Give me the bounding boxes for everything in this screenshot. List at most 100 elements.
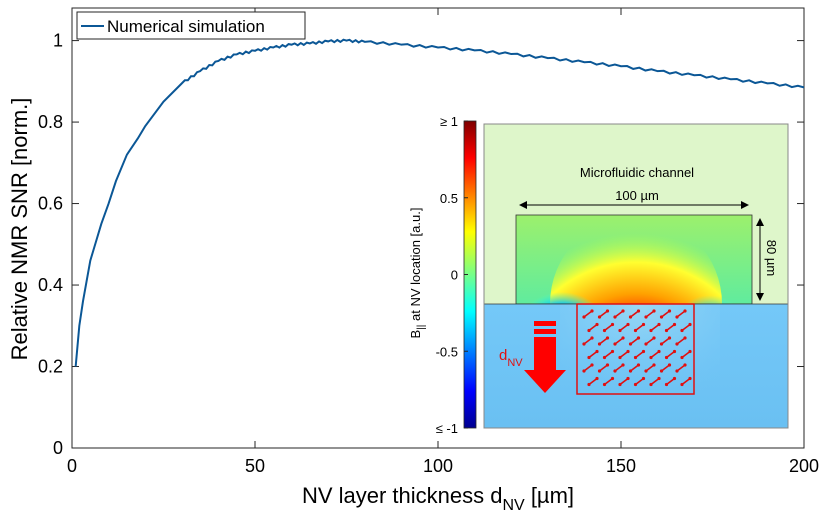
nv-center [599,364,608,372]
y-tick-label: 1 [53,31,63,51]
nv-atom [672,322,677,327]
nv-atom [610,322,615,327]
nv-atom [633,382,638,387]
nv-atom [680,328,684,333]
nv-atom [590,363,594,367]
nv-atom [602,382,607,387]
y-axis-label: Relative NMR SNR [norm.] [7,98,32,361]
nv-atom [587,328,591,333]
x-axis-label: NV layer thickness dNV [µm] [302,483,574,514]
nv-atom [605,336,610,340]
nv-center [599,337,608,345]
nv-center [661,364,670,372]
nv-atom [688,376,692,381]
nv-thickness-label: dNV [499,347,523,369]
nv-atom [675,369,679,373]
nv-atom [613,315,617,319]
nv-atom [675,342,679,346]
nv-atom [664,328,669,333]
nv-atom [657,322,661,327]
nv-center [583,337,593,345]
y-tick-label: 0.2 [38,357,63,377]
nv-atom [667,363,672,367]
nv-atom [644,369,648,373]
nv-center [676,310,686,318]
nv-center [666,323,675,332]
nv-atom [641,322,646,327]
nv-atom [683,363,687,367]
nv-center [650,350,660,359]
nv-atom [667,309,672,313]
nv-atom [636,336,641,340]
simulation-panel [483,123,789,429]
legend-label: Numerical simulation [107,17,265,36]
nv-atom [605,363,610,367]
nv-center [681,323,691,332]
nv-atom [672,349,677,354]
nv-center [619,323,629,332]
colorbar-ticks: ≥ 1 0.5 0 -0.5 ≤ -1 [436,114,468,436]
colorbar-tick-label: 0 [451,268,458,283]
nv-atom [597,369,602,373]
nv-center [588,323,598,332]
nv-atom [659,315,664,319]
nv-center [650,377,660,386]
nv-atom [621,363,625,367]
nv-atom [621,309,625,313]
nv-atom [636,309,641,313]
nv-centers [582,309,692,387]
nv-atom [626,322,630,327]
nv-atom [657,349,661,354]
nv-center [630,364,639,372]
nv-atom [659,369,664,373]
nv-atom [626,376,630,381]
nv-center [583,310,593,318]
nv-layer-box [576,303,695,395]
nv-center [630,337,639,345]
nv-atom [649,355,653,360]
nv-center [645,310,655,318]
nv-atom [602,328,607,333]
nv-atom [652,363,656,367]
inset-figure: ≥ 1 0.5 0 -0.5 ≤ -1 B|| at NV location [a.u.… [408,114,789,436]
nv-atom [618,382,622,387]
series-line-numerical-simulation [74,38,804,367]
nv-center [645,364,655,372]
colorbar-tick-label: ≥ 1 [440,114,458,129]
nv-center [676,364,686,372]
nv-center [599,310,608,318]
y-tick-label: 0.8 [38,112,63,132]
nv-atom [587,355,591,360]
nv-center [681,350,691,359]
nv-atom [587,382,591,387]
nv-atom [644,315,648,319]
nv-center [676,337,686,345]
nv-center [666,377,675,386]
nv-center [604,377,613,386]
nv-atom [628,369,633,373]
nv-center [661,337,670,345]
colorbar-tick-label: 0.5 [440,191,458,206]
nv-atom [680,382,684,387]
width-dimension-label: 100 µm [615,188,659,203]
nv-atom [683,336,687,340]
nv-atom [649,328,653,333]
nv-center [635,350,644,359]
y-tick-label: 0 [53,438,63,458]
nv-center [681,377,691,386]
nv-atom [652,309,656,313]
nv-center [604,350,613,359]
y-tick-label: 0.4 [38,275,63,295]
legend-box [76,11,306,40]
x-tick-label: 200 [789,456,819,476]
nv-atom [628,342,633,346]
nv-center [614,310,624,318]
nv-atom [626,349,630,354]
nv-atom [644,342,648,346]
nv-atom [582,369,586,373]
x-tick-label: 50 [245,456,265,476]
nv-atom [618,328,622,333]
nv-center [583,364,593,372]
nv-atom [621,336,625,340]
